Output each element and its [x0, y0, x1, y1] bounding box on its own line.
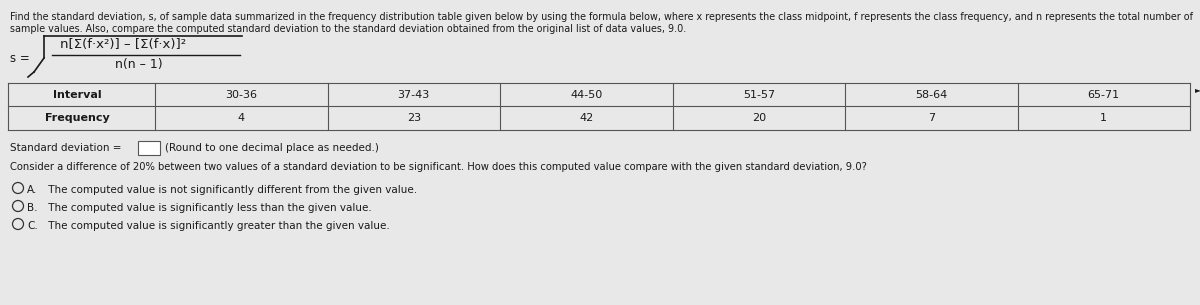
Text: The computed value is not significantly different from the given value.: The computed value is not significantly …: [46, 185, 418, 195]
Text: n(n – 1): n(n – 1): [115, 58, 163, 71]
Text: 4: 4: [238, 113, 245, 123]
Text: 1: 1: [1100, 113, 1108, 123]
Text: 37-43: 37-43: [397, 89, 430, 99]
Text: 44-50: 44-50: [570, 89, 602, 99]
Text: B.: B.: [28, 203, 37, 213]
Text: 58-64: 58-64: [916, 89, 947, 99]
Text: 51-57: 51-57: [743, 89, 775, 99]
FancyBboxPatch shape: [138, 141, 160, 155]
Text: ►: ►: [1195, 85, 1200, 94]
Text: Find the standard deviation, s, of sample data summarized in the frequency distr: Find the standard deviation, s, of sampl…: [10, 12, 1193, 22]
Text: 23: 23: [407, 113, 421, 123]
Text: The computed value is significantly greater than the given value.: The computed value is significantly grea…: [46, 221, 390, 231]
Text: Consider a difference of 20% between two values of a standard deviation to be si: Consider a difference of 20% between two…: [10, 162, 866, 172]
Circle shape: [12, 218, 24, 229]
Text: A.: A.: [28, 185, 37, 195]
Circle shape: [12, 182, 24, 193]
Text: s =: s =: [10, 52, 30, 65]
Text: C.: C.: [28, 221, 37, 231]
Text: (Round to one decimal place as needed.): (Round to one decimal place as needed.): [166, 143, 379, 153]
Text: sample values. Also, compare the computed standard deviation to the standard dev: sample values. Also, compare the compute…: [10, 24, 686, 34]
Text: The computed value is significantly less than the given value.: The computed value is significantly less…: [46, 203, 372, 213]
Text: 65-71: 65-71: [1087, 89, 1120, 99]
Text: n[Σ(f·x²)] – [Σ(f·x)]²: n[Σ(f·x²)] – [Σ(f·x)]²: [60, 38, 186, 51]
Text: Frequency: Frequency: [46, 113, 110, 123]
Text: Standard deviation =: Standard deviation =: [10, 143, 121, 153]
Text: 7: 7: [928, 113, 935, 123]
Text: 42: 42: [580, 113, 593, 123]
Text: 30-36: 30-36: [226, 89, 257, 99]
Circle shape: [12, 200, 24, 211]
Text: 20: 20: [751, 113, 766, 123]
Text: Interval: Interval: [53, 89, 102, 99]
